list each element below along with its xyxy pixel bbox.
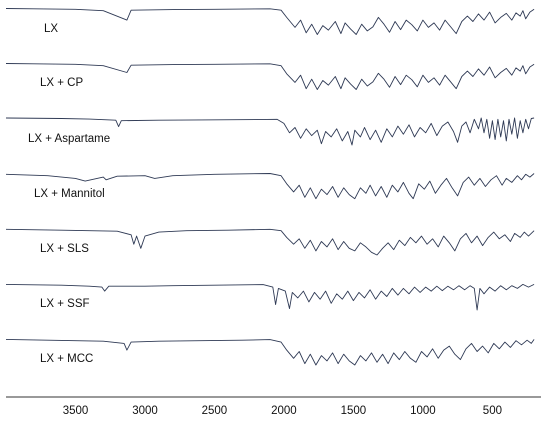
x-axis-ticks: 3500 3000 2500 2000 1500 1000 500 (63, 405, 502, 417)
trace-6 (5, 283, 535, 311)
series-label-6: LX + SSF (40, 298, 90, 310)
trace-3 (5, 117, 535, 146)
trace-7 (5, 338, 535, 366)
x-tick-label-3000: 3000 (132, 405, 158, 417)
series-labels: LX LX + CP LX + Aspartame LX + Mannitol LX +… (28, 23, 110, 365)
series-label-5: LX + SLS (40, 243, 89, 255)
series-label-2: LX + CP (40, 77, 83, 89)
trace-4 (5, 173, 535, 200)
x-tick-label-1000: 1000 (410, 405, 436, 417)
series-label-3: LX + Aspartame (28, 133, 110, 145)
series-label-1: LX (44, 23, 58, 35)
spectra-traces (5, 8, 535, 366)
x-tick-label-3500: 3500 (63, 405, 89, 417)
trace-2 (5, 63, 535, 90)
trace-1 (5, 8, 535, 35)
trace-5 (5, 228, 535, 256)
x-tick-label-2500: 2500 (202, 405, 228, 417)
series-label-4: LX + Mannitol (34, 188, 105, 200)
x-tick-label-1500: 1500 (341, 405, 367, 417)
x-tick-label-2000: 2000 (271, 405, 297, 417)
x-tick-label-500: 500 (483, 405, 502, 417)
series-label-7: LX + MCC (40, 353, 93, 365)
